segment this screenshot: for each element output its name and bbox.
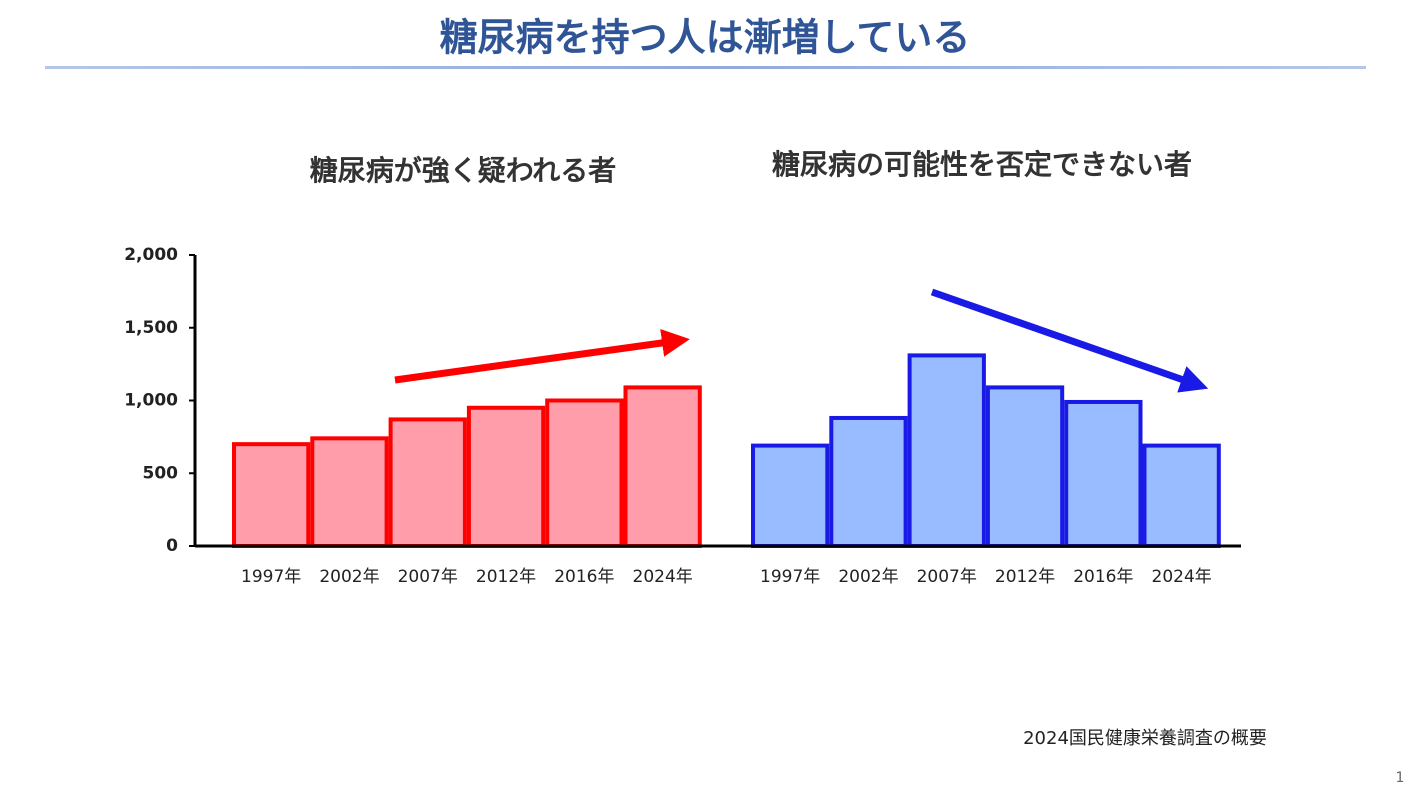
x-tick-label: 2024年 — [633, 567, 693, 587]
x-tick-label: 2016年 — [554, 567, 614, 587]
x-tick-label: 1997年 — [241, 567, 301, 587]
bar — [310, 436, 389, 548]
x-tick-label: 2002年 — [838, 567, 898, 587]
source-note: 2024国民健康栄養調査の概要 — [1023, 728, 1267, 749]
slide-title: 糖尿病を持つ人は漸増している — [440, 16, 971, 60]
trend-arrow-down — [930, 288, 1209, 393]
x-tick-label: 1997年 — [760, 567, 820, 587]
page-number: 1 — [1396, 770, 1405, 786]
title-rule — [45, 66, 1366, 69]
x-tick-label: 2016年 — [1073, 567, 1133, 587]
chart-subtitle: 糖尿病が強く疑われる者 — [310, 154, 617, 187]
y-tick-label: 2,000 — [124, 245, 178, 265]
bar — [388, 417, 467, 549]
x-tick-label: 2024年 — [1152, 567, 1212, 587]
y-tick-label: 1,000 — [124, 391, 178, 411]
y-tick-label: 0 — [166, 536, 178, 556]
bar — [907, 353, 986, 548]
bar — [829, 415, 908, 548]
x-tick-label: 2007年 — [917, 567, 977, 587]
bar — [466, 405, 546, 548]
chart-subtitle: 糖尿病の可能性を否定できない者 — [772, 148, 1192, 181]
bar — [1142, 443, 1221, 549]
x-tick-label: 2012年 — [476, 567, 536, 587]
x-tick-label: 2012年 — [995, 567, 1055, 587]
bar — [751, 443, 830, 549]
bar — [985, 385, 1065, 548]
bar — [545, 398, 624, 548]
bar — [232, 442, 311, 548]
trend-arrow-up — [394, 329, 690, 384]
x-tick-label: 2007年 — [398, 567, 458, 587]
x-tick-label: 2002年 — [319, 567, 379, 587]
bar — [623, 385, 702, 548]
y-tick-label: 1,500 — [124, 318, 178, 338]
y-tick-label: 500 — [143, 463, 179, 483]
bar — [1064, 399, 1143, 548]
